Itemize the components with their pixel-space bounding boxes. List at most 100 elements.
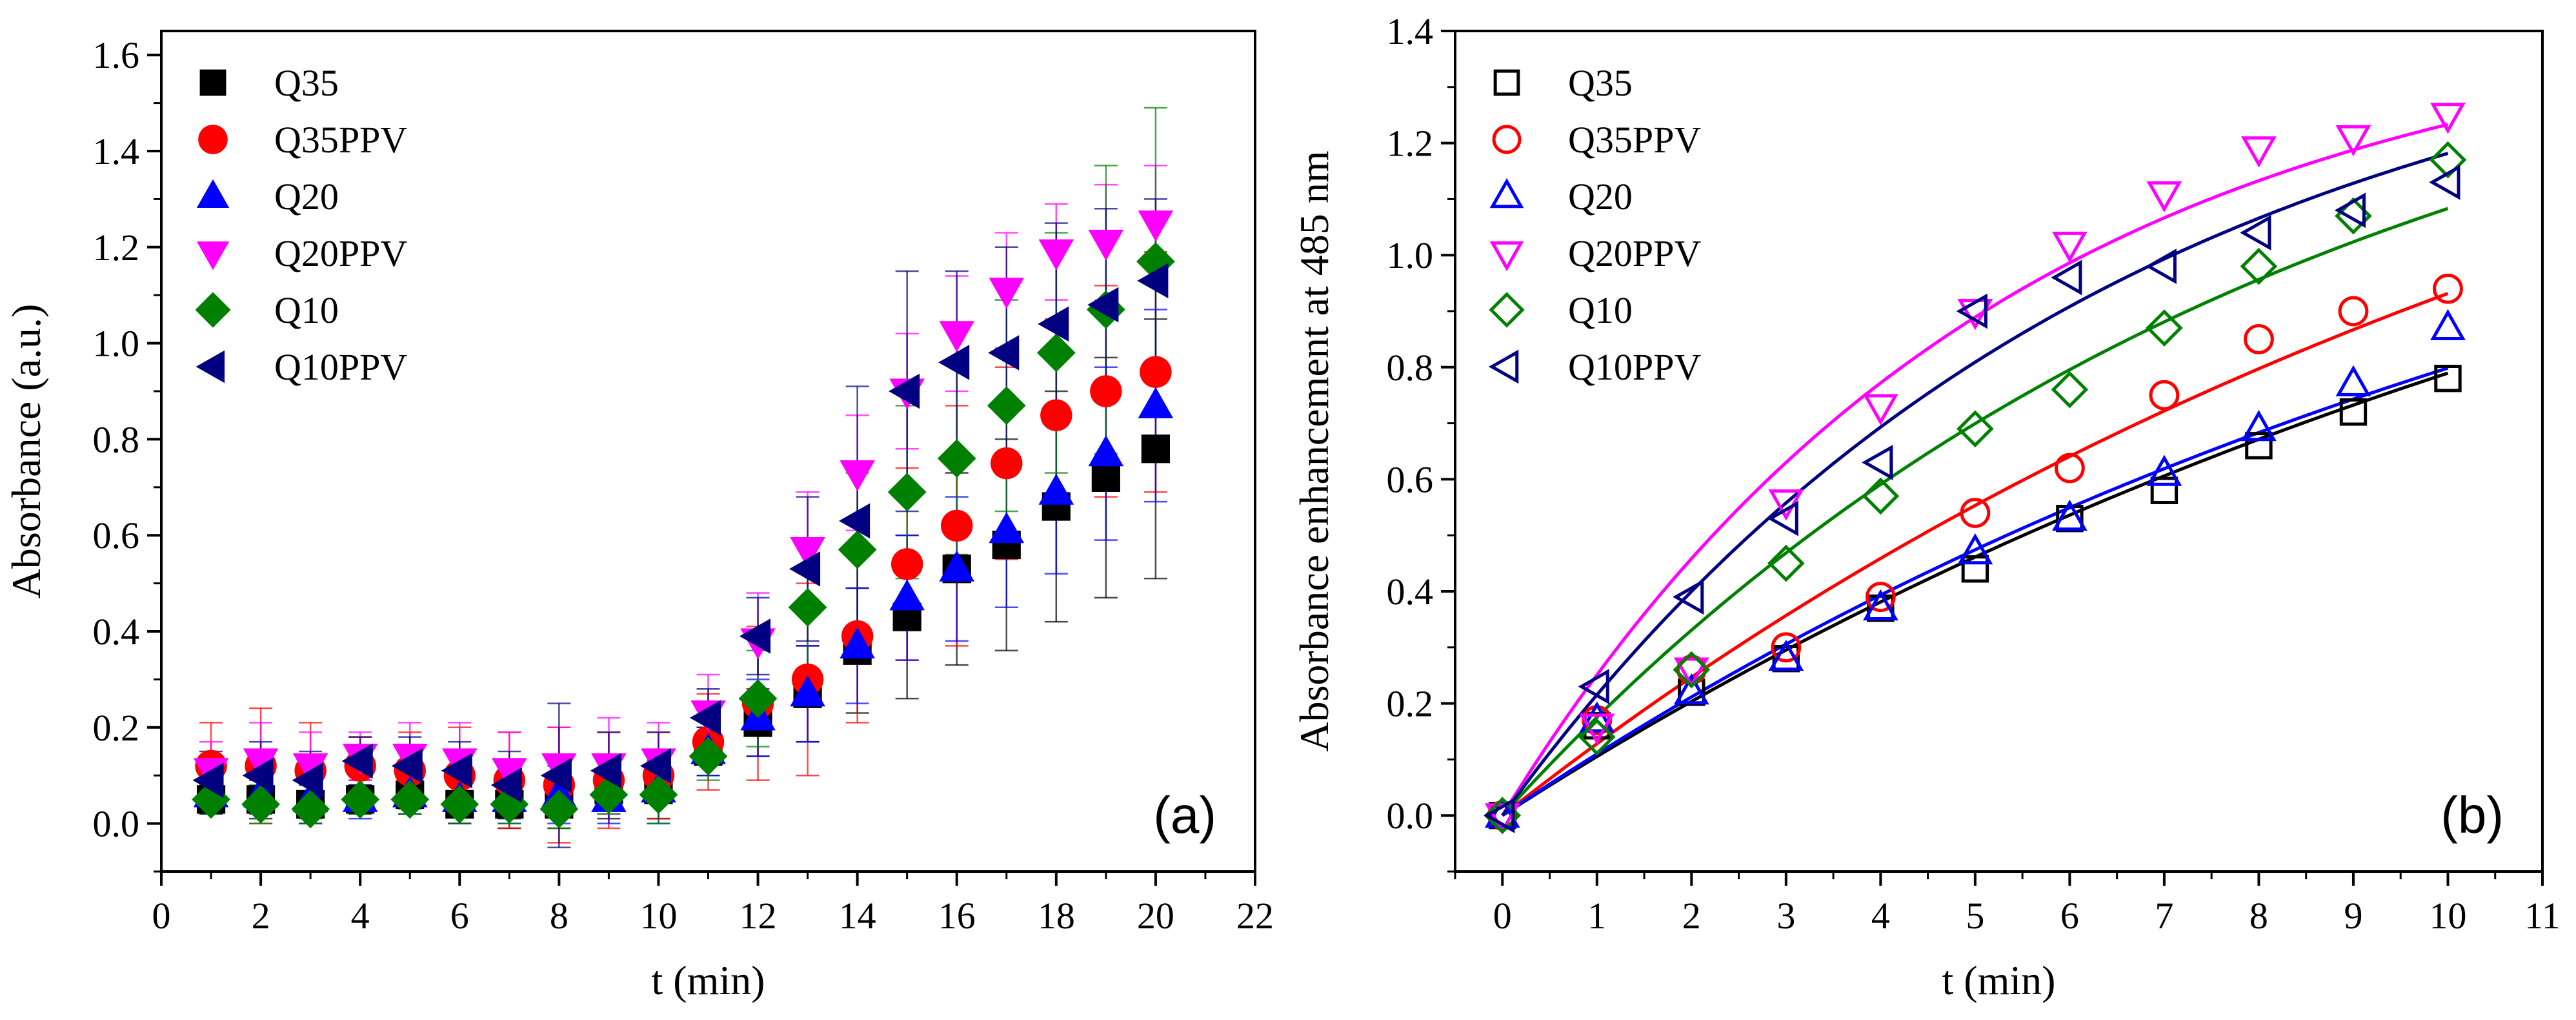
data-point-q10ppv	[391, 748, 423, 784]
data-point-q10ppv	[639, 748, 671, 784]
y-tick-label: 1.0	[1387, 234, 1434, 276]
x-tick-label: 16	[938, 895, 976, 937]
x-tick-label: 10	[639, 895, 677, 937]
legend-label: Q20	[274, 176, 339, 218]
data-point-q10	[539, 790, 579, 829]
data-point-q10ppv	[1137, 263, 1169, 299]
data-point-q20	[2241, 410, 2277, 442]
data-point-q10	[192, 780, 230, 819]
data-point-q20ppv	[2051, 231, 2088, 263]
data-point-q20ppv	[840, 460, 875, 492]
data-point-q10	[241, 784, 280, 824]
data-point-q20ppv	[243, 748, 279, 780]
data-point-q10ppv	[192, 762, 224, 798]
y-tick-label: 0.6	[1387, 458, 1434, 500]
data-point-q20	[1038, 473, 1074, 505]
y-tick-label: 0.0	[1387, 795, 1434, 837]
data-point-q35	[1961, 555, 1989, 583]
legend-marker-q35ppv	[198, 125, 228, 154]
x-tick-label: 5	[1966, 895, 1984, 937]
data-point-q10ppv	[1767, 500, 1798, 536]
x-tick-label: 22	[1236, 895, 1274, 937]
data-point-q10	[390, 780, 430, 819]
data-point-q10ppv	[2240, 215, 2271, 250]
fit-line-q10	[1501, 207, 2449, 817]
data-point-q20ppv	[2146, 181, 2182, 212]
data-point-q10ppv	[2429, 164, 2460, 200]
data-point-q35ppv	[941, 509, 973, 542]
data-point-q20	[2430, 309, 2466, 341]
x-tick-label: 0	[1493, 895, 1512, 937]
data-point-q10ppv	[490, 767, 522, 803]
data-point-q10ppv	[1087, 287, 1119, 323]
data-point-q10ppv	[1578, 669, 1609, 704]
data-point-q10	[1862, 477, 1900, 515]
x-tick-label: 18	[1038, 895, 1075, 937]
data-point-q20	[2335, 365, 2371, 396]
data-point-q10ppv	[1038, 306, 1069, 342]
y-tick-label: 0.2	[93, 707, 140, 749]
x-tick-label: 14	[839, 895, 876, 937]
data-point-q20ppv	[1138, 210, 1174, 242]
data-point-q20	[1957, 533, 1993, 565]
data-point-q10	[788, 587, 827, 627]
data-point-q20ppv	[2430, 103, 2466, 134]
data-point-q35ppv	[2338, 296, 2369, 327]
data-point-q10ppv	[292, 762, 323, 798]
legend-label: Q20PPV	[1568, 232, 1701, 274]
data-point-q20	[1088, 435, 1124, 467]
x-axis-title: t (min)	[652, 957, 765, 1003]
data-point-q10	[1136, 242, 1175, 281]
data-point-q10ppv	[242, 757, 274, 793]
data-point-q35ppv	[1090, 375, 1122, 407]
data-point-q20ppv	[292, 753, 328, 784]
data-point-q20ppv	[2241, 136, 2277, 168]
data-point-q10ppv	[2334, 192, 2366, 229]
x-tick-label: 20	[1137, 895, 1174, 937]
data-point-q10	[341, 780, 380, 819]
data-point-q20	[1673, 673, 1709, 705]
x-tick-label: 7	[2155, 895, 2173, 937]
data-point-q35ppv	[1865, 582, 1896, 613]
data-point-q20ppv	[1088, 229, 1124, 261]
x-tick-label: 0	[152, 895, 171, 937]
data-point-q10	[2146, 309, 2183, 347]
data-point-q10	[887, 473, 927, 512]
data-point-q35ppv	[2149, 380, 2180, 411]
data-point-q10	[490, 784, 529, 824]
data-point-q35ppv	[2244, 324, 2274, 354]
data-point-q10ppv	[1673, 579, 1704, 615]
data-point-q20ppv	[1673, 657, 1709, 689]
panel-b-chart: 0 1 2 3 4 5 6 7 8 9 10 11 0.0 0.2 0.4 0.6 0.8 1.0 1.2 1.4 t …	[1291, 10, 2561, 1003]
y-tick-label: 1.2	[93, 227, 140, 269]
data-point-q10ppv	[441, 753, 472, 789]
x-tick-label: 3	[1776, 895, 1795, 937]
x-tick-label: 2	[1682, 895, 1701, 937]
legend-label: Q35PPV	[274, 119, 407, 161]
data-point-q35ppv	[1960, 498, 1991, 528]
data-point-q20	[1768, 639, 1804, 671]
data-point-q20	[889, 579, 925, 611]
fit-line-q20	[1501, 366, 2449, 817]
data-point-q35ppv	[891, 548, 923, 580]
data-point-q10ppv	[341, 743, 373, 779]
data-point-q35ppv	[2433, 273, 2463, 304]
fit-line-q35	[1501, 371, 2449, 817]
legend-marker-q20ppv	[1489, 241, 1524, 272]
data-point-q35	[2245, 432, 2273, 460]
legend-marker-q35	[199, 69, 226, 96]
legend-marker-q10	[195, 292, 231, 328]
data-point-q10ppv	[590, 753, 621, 789]
data-point-q20ppv	[2335, 125, 2371, 157]
data-point-q10	[937, 439, 976, 478]
legend-marker-q20	[196, 179, 230, 208]
y-tick-label: 0.4	[1387, 571, 1434, 613]
data-point-q10ppv	[1862, 444, 1893, 480]
data-point-q35ppv	[1140, 356, 1172, 388]
panel-a-chart: 0 2 4 6 8 10 12 14 16 18 20 22 0.0 0.2 0.4 0.6 0.8 1.0 1.2…	[3, 30, 1274, 1003]
legend-label: Q10	[274, 289, 339, 331]
legend-marker-q10	[1489, 292, 1525, 328]
legend-marker-q20ppv	[196, 241, 230, 270]
data-point-q10	[738, 679, 778, 719]
data-point-q20	[1862, 589, 1898, 621]
